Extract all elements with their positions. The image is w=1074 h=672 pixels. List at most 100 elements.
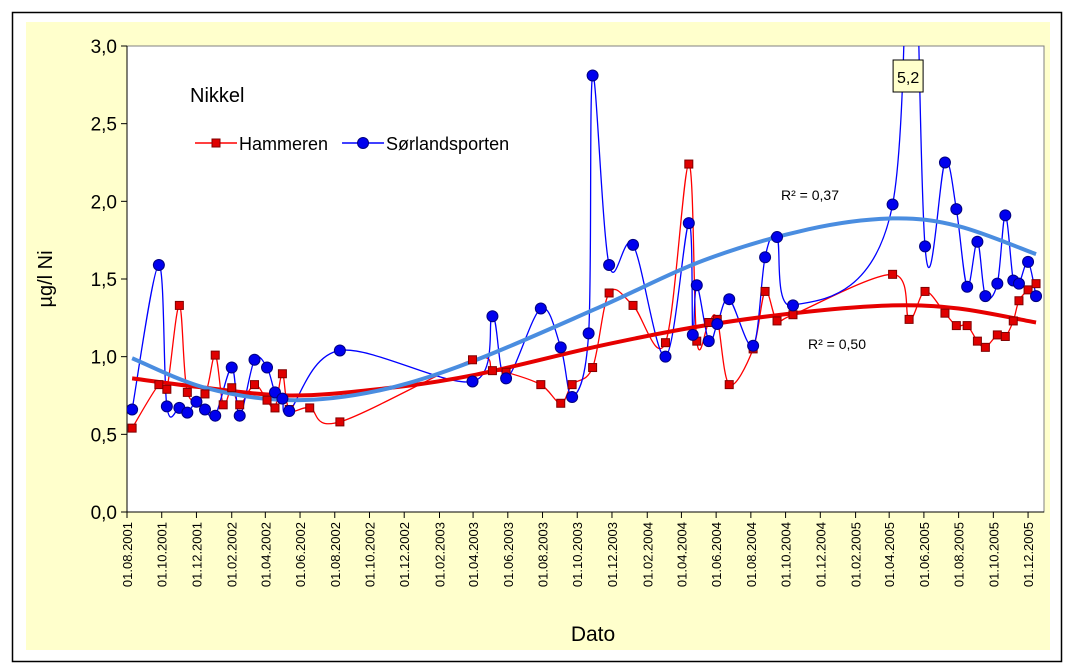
marker — [711, 318, 724, 331]
marker — [771, 231, 784, 244]
plot-content — [127, 46, 1043, 433]
marker — [788, 310, 798, 320]
x-tick-label: 01.06.2005 — [917, 522, 932, 587]
legend-marker — [357, 137, 370, 149]
marker — [604, 288, 614, 298]
marker — [724, 380, 734, 390]
trend-label: R² = 0,37 — [781, 187, 839, 203]
marker — [566, 391, 579, 404]
marker — [588, 363, 598, 373]
x-tick-label: 01.06.2002 — [293, 522, 308, 587]
marker — [971, 235, 984, 248]
marker — [536, 380, 546, 390]
y-tick-label: 0,5 — [91, 425, 117, 446]
x-tick-label: 01.04.2004 — [674, 522, 689, 587]
marker — [1022, 255, 1035, 268]
marker — [487, 366, 497, 376]
marker — [1030, 290, 1043, 303]
marker — [466, 375, 479, 388]
x-tick-label: 01.02.2004 — [640, 522, 655, 587]
marker — [227, 383, 237, 393]
marker — [567, 380, 577, 390]
legend-marker — [211, 138, 221, 148]
marker — [940, 308, 950, 318]
marker — [682, 217, 695, 230]
x-tick-label: 01.12.2004 — [813, 522, 828, 587]
marker — [233, 409, 246, 422]
marker — [277, 369, 287, 379]
marker — [702, 335, 715, 348]
marker — [556, 398, 566, 408]
marker — [554, 341, 567, 354]
marker — [760, 286, 770, 296]
marker — [723, 293, 736, 306]
x-tick-label: 01.12.2005 — [1021, 522, 1036, 587]
x-tick-label: 01.04.2003 — [466, 522, 481, 587]
x-tick-label: 01.06.2004 — [709, 522, 724, 587]
marker — [950, 203, 963, 216]
marker — [250, 380, 260, 390]
marker — [920, 286, 930, 296]
marker — [659, 350, 672, 363]
marker — [1000, 331, 1010, 341]
x-tick-label: 01.10.2001 — [155, 522, 170, 587]
marker — [200, 389, 210, 399]
marker — [919, 240, 932, 253]
marker — [333, 344, 346, 357]
x-tick-label: 01.12.2001 — [189, 522, 204, 587]
y-tick-label: 3,0 — [91, 37, 117, 58]
marker — [262, 395, 272, 405]
marker — [160, 400, 173, 413]
marker — [686, 328, 699, 341]
marker — [603, 259, 616, 272]
trend-line — [131, 216, 1037, 403]
marker — [886, 198, 899, 211]
x-tick-label: 01.04.2005 — [882, 522, 897, 587]
marker — [276, 392, 289, 405]
marker — [127, 423, 137, 433]
marker — [235, 400, 245, 410]
plot-area — [126, 45, 1045, 513]
y-tick-label: 2,5 — [91, 115, 117, 136]
marker — [270, 403, 280, 413]
marker — [335, 417, 345, 427]
x-tick-label: 01.06.2003 — [501, 522, 516, 587]
marker — [786, 299, 799, 312]
value-label: 5,2 — [897, 70, 919, 87]
x-tick-label: 01.08.2005 — [952, 522, 967, 587]
marker — [500, 372, 513, 385]
marker — [888, 269, 898, 279]
marker — [1012, 277, 1025, 290]
marker — [972, 336, 982, 346]
marker — [938, 156, 951, 169]
marker — [772, 316, 782, 326]
marker — [486, 310, 499, 323]
marker — [759, 251, 772, 264]
marker — [962, 321, 972, 331]
marker — [1031, 279, 1041, 289]
x-tick-label: 01.08.2003 — [536, 522, 551, 587]
marker — [991, 277, 1004, 290]
marker — [174, 300, 184, 310]
marker — [209, 409, 222, 422]
x-tick-label: 01.04.2002 — [258, 522, 273, 587]
marker — [198, 403, 211, 416]
x-tick-label: 01.12.2003 — [605, 522, 620, 587]
marker — [1023, 285, 1033, 295]
marker — [190, 395, 203, 408]
x-tick-label: 01.08.2004 — [744, 522, 759, 587]
marker — [992, 330, 1002, 340]
marker — [980, 342, 990, 352]
y-tick-label: 1,0 — [91, 348, 117, 369]
x-tick-label: 01.02.2005 — [849, 522, 864, 587]
marker — [162, 384, 172, 394]
marker — [534, 302, 547, 315]
marker — [468, 355, 478, 365]
x-tick-label: 01.10.2002 — [362, 522, 377, 587]
marker — [951, 321, 961, 331]
x-tick-label: 01.08.2001 — [120, 522, 135, 587]
x-axis-label: Dato — [571, 623, 615, 646]
value-label-box — [892, 59, 924, 93]
